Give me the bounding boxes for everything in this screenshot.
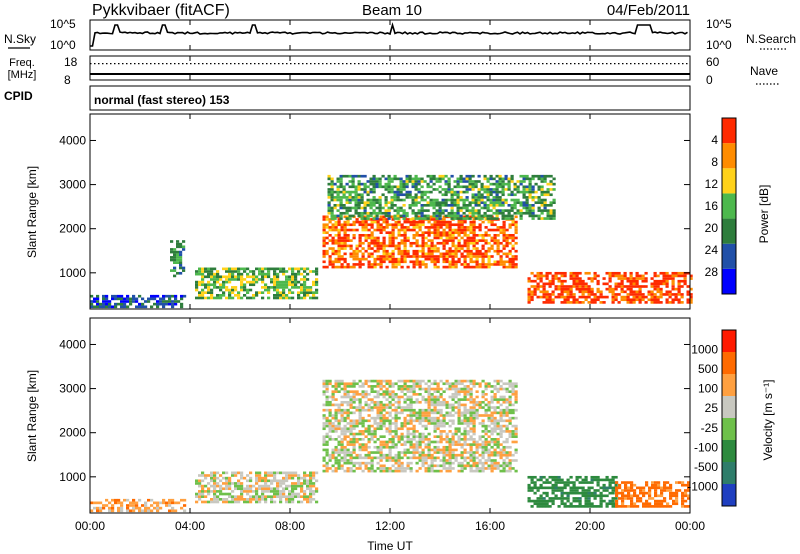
velocity-colorbar-swatch: [722, 352, 736, 374]
power-echo-region-3: [322, 215, 518, 269]
x-tick-3: 12:00: [375, 519, 405, 533]
power-colorbar-tick-6: 28: [705, 265, 719, 279]
velocity-colorbar-swatch: [722, 330, 736, 352]
power-echo-region-4: [327, 174, 556, 220]
power-colorbar-label: Power [dB]: [757, 185, 771, 244]
velocity-colorbar-swatch: [722, 374, 736, 396]
velocity-ytick-1: 2000: [59, 426, 86, 440]
velocity-colorbar-swatch: [722, 462, 736, 484]
power-ytick-2: 3000: [59, 178, 86, 192]
velocity-colorbar-label: Velocity [m s⁻¹]: [761, 379, 775, 460]
freq-right-tick-top: 60: [706, 55, 720, 69]
velocity-colorbar-swatch: [722, 396, 736, 418]
x-tick-2: 08:00: [275, 519, 305, 533]
power-colorbar-swatch: [722, 243, 736, 269]
velocity-echo-region-0: [90, 498, 187, 513]
power-colorbar-tick-3: 16: [705, 199, 719, 213]
power-echo-region-1: [170, 240, 186, 278]
velocity-colorbar-tick-1: 500: [698, 362, 718, 376]
power-colorbar-tick-0: 4: [711, 133, 718, 147]
noise-right-tick-top: 10^5: [706, 17, 732, 31]
velocity-colorbar-tick-7: -1000: [687, 479, 718, 493]
freq-label-line2: [MHz]: [8, 69, 37, 81]
x-axis-label: Time UT: [367, 539, 413, 553]
power-echo-region-0: [90, 294, 187, 309]
cpid-value: normal (fast stereo) 153: [94, 93, 230, 107]
velocity-echo-region-4: [615, 481, 691, 508]
power-ylabel: Slant Range [km]: [25, 166, 39, 258]
velocity-ytick-3: 4000: [59, 337, 86, 351]
velocity-colorbar-tick-3: 25: [705, 401, 719, 415]
noise-left-tick-top: 10^5: [50, 17, 76, 31]
velocity-colorbar-tick-5: -100: [694, 440, 718, 454]
cpid-label: CPID: [4, 89, 33, 103]
freq-panel: Freq. [MHz] 18 8 60 0 Nave: [8, 55, 780, 87]
noise-panel: N.Sky 10^5 10^0 10^5 10^0 N.Search: [4, 17, 796, 52]
velocity-echo-region-3: [527, 475, 618, 508]
nave-label: Nave: [750, 64, 778, 78]
power-colorbar-tick-1: 8: [711, 155, 718, 169]
power-colorbar-swatch: [722, 218, 736, 244]
power-colorbar-swatch: [722, 143, 736, 169]
velocity-ytick-2: 3000: [59, 382, 86, 396]
date-title: 04/Feb/2011: [607, 2, 690, 19]
noise-sky-trace: [90, 22, 688, 47]
velocity-colorbar-tick-2: 100: [698, 382, 718, 396]
x-tick-0: 00:00: [75, 519, 105, 533]
power-ytick-1: 2000: [59, 222, 86, 236]
power-colorbar-swatch: [722, 268, 736, 294]
velocity-colorbar-swatch: [722, 484, 736, 506]
velocity-colorbar-swatch: [722, 440, 736, 462]
power-colorbar-tick-2: 12: [705, 177, 719, 191]
x-tick-4: 16:00: [475, 519, 505, 533]
power-colorbar-swatch: [722, 193, 736, 219]
power-colorbar-tick-5: 24: [705, 243, 719, 257]
noise-left-tick-bottom: 10^0: [50, 38, 76, 52]
x-tick-5: 20:00: [575, 519, 605, 533]
noise-sky-label: N.Sky: [4, 32, 36, 46]
freq-left-tick-top: 18: [64, 55, 78, 69]
velocity-panel: 1000 2000 3000 4000 Slant Range [km] 1000 50…: [25, 317, 775, 514]
velocity-colorbar-tick-0: 1000: [691, 343, 718, 357]
velocity-colorbar-tick-4: -25: [701, 421, 719, 435]
freq-left-tick-bottom: 8: [64, 73, 71, 87]
freq-right-tick-bottom: 0: [706, 73, 713, 87]
x-tick-6: 00:00: [675, 519, 705, 533]
velocity-ytick-0: 1000: [59, 470, 86, 484]
noise-search-label: N.Search: [746, 32, 796, 46]
cpid-panel: CPID normal (fast stereo) 153: [4, 85, 691, 111]
power-colorbar-swatch: [722, 118, 736, 144]
velocity-echo-region-2: [322, 379, 518, 473]
noise-right-tick-bottom: 10^0: [706, 38, 732, 52]
power-colorbar-tick-4: 20: [705, 221, 719, 235]
velocity-colorbar-tick-6: -500: [694, 460, 718, 474]
power-panel: 1000 2000 3000 4000 Slant Range [km] 4 8 12 16…: [25, 113, 771, 310]
freq-label-line1: Freq.: [9, 57, 35, 69]
velocity-ylabel: Slant Range [km]: [25, 370, 39, 462]
station-title: Pykkvibaer (fitACF): [92, 2, 230, 19]
velocity-echo-region-1: [195, 471, 319, 504]
power-echo-region-2: [195, 267, 319, 300]
x-tick-1: 04:00: [175, 519, 205, 533]
power-colorbar-swatch: [722, 168, 736, 194]
power-ytick-0: 1000: [59, 266, 86, 280]
velocity-colorbar-swatch: [722, 418, 736, 440]
beam-title: Beam 10: [362, 2, 422, 19]
power-ytick-3: 4000: [59, 133, 86, 147]
power-echo-region-5: [527, 271, 693, 304]
